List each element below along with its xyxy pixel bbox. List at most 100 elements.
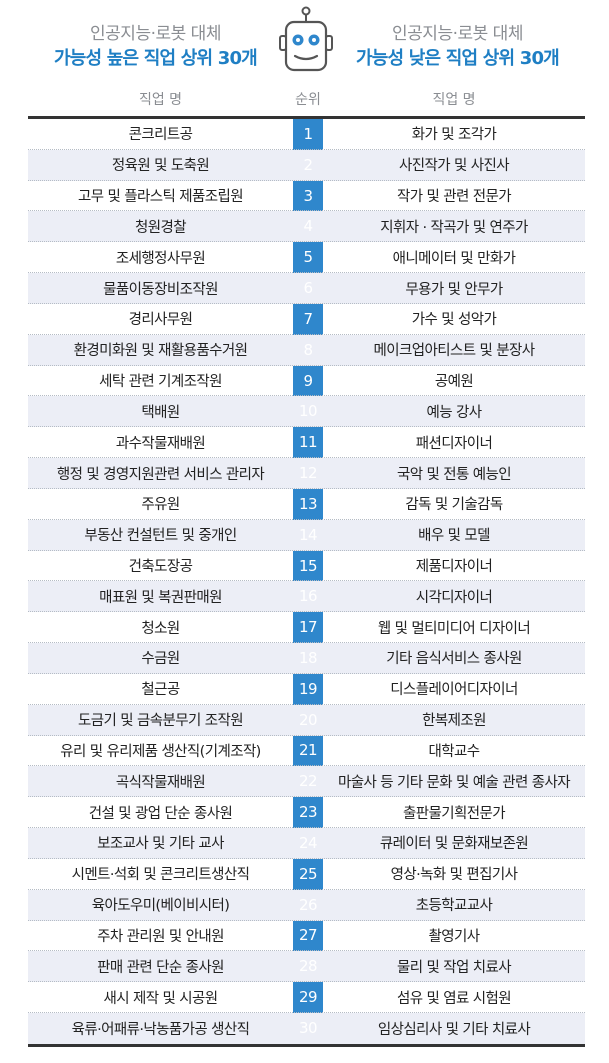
high-risk-job: 새시 제작 및 시공원 — [103, 990, 219, 1007]
high-risk-job: 청원경찰 — [135, 219, 187, 236]
high-risk-job: 행정 및 경영지원관련 서비스 관리자 — [56, 466, 265, 483]
table-row: 세탁 관련 기계조작원 9 공예원 — [28, 366, 585, 397]
table-row: 택배원 10 예능 강사 — [28, 396, 585, 428]
low-risk-job: 임상심리사 및 기타 치료사 — [377, 1021, 531, 1038]
high-risk-job: 곡식작물재배원 — [115, 774, 206, 791]
rank-number: 8 — [303, 340, 314, 359]
rank-number: 13 — [299, 494, 317, 513]
table-row: 건축도장공 15 제품디자이너 — [28, 551, 585, 582]
rank-number: 18 — [299, 648, 317, 667]
high-risk-job: 청소원 — [141, 620, 180, 637]
high-risk-title: 가능성 높은 직업 상위 30개 — [54, 48, 258, 69]
rank-number: 11 — [299, 433, 317, 452]
high-risk-job: 고무 및 플라스틱 제품조립원 — [78, 189, 244, 206]
rank-number: 12 — [299, 464, 317, 483]
high-risk-job: 환경미화원 및 재활용품수거원 — [73, 343, 248, 360]
high-risk-job: 과수작물재배원 — [115, 435, 206, 452]
table-row: 과수작물재배원 11 패션디자이너 — [28, 427, 585, 459]
rank-number: 17 — [299, 618, 317, 637]
high-risk-job: 경리사무원 — [128, 312, 193, 329]
low-risk-job: 무용가 및 안무가 — [405, 281, 503, 298]
low-risk-job: 웹 및 멀티미디어 디자이너 — [377, 620, 531, 637]
low-risk-job: 국악 및 전통 예능인 — [397, 466, 512, 483]
high-risk-job: 유리 및 유리제품 생산직(기계조작) — [60, 743, 261, 760]
high-risk-job: 부동산 컨설턴트 및 중개인 — [84, 528, 237, 545]
high-risk-job: 시멘트·석회 및 콘크리트생산직 — [71, 867, 250, 884]
high-risk-job: 주유원 — [141, 497, 180, 514]
high-risk-subtitle: 인공지능·로봇 대체 — [90, 24, 221, 44]
rank-number: 24 — [299, 833, 317, 852]
rank-column-header: 순위 — [295, 92, 321, 108]
high-risk-job: 택배원 — [141, 404, 180, 421]
low-risk-job: 지휘자 · 작곡가 및 연주가 — [380, 219, 528, 236]
table-row: 정육원 및 도축원 2 사진작가 및 사진사 — [28, 149, 585, 181]
high-risk-job: 육류·어패류·낙농품가공 생산직 — [71, 1021, 250, 1038]
low-risk-job: 가수 및 성악가 — [411, 312, 497, 329]
rank-number: 15 — [299, 556, 317, 575]
table-row: 곡식작물재배원 22 마술사 등 기타 문화 및 예술 관련 종사자 — [28, 766, 585, 798]
table-row: 경리사무원 7 가수 및 성악가 — [28, 304, 585, 335]
low-risk-job: 사진작가 및 사진사 — [399, 158, 510, 175]
low-risk-title: 가능성 낮은 직업 상위 30개 — [356, 48, 560, 69]
rank-number: 16 — [299, 587, 317, 606]
rank-number: 25 — [299, 864, 317, 883]
rank-number: 21 — [299, 741, 317, 760]
table-row: 판매 관련 단순 종사원 28 물리 및 작업 치료사 — [28, 951, 585, 983]
table-row: 새시 제작 및 시공원 29 섬유 및 염료 시험원 — [28, 982, 585, 1014]
low-risk-job: 제품디자이너 — [415, 559, 493, 575]
rank-number: 29 — [299, 988, 317, 1007]
table-row: 고무 및 플라스틱 제품조립원 3 작가 및 관련 전문가 — [28, 181, 585, 212]
table-row: 매표원 및 복권판매원 16 시각디자이너 — [28, 581, 585, 613]
low-risk-job: 한복제조원 — [422, 713, 486, 730]
rank-number: 14 — [299, 525, 317, 544]
low-risk-job: 애니메이터 및 만화가 — [392, 250, 516, 267]
low-risk-job: 패션디자이너 — [415, 435, 493, 452]
table-row: 주차 관리원 및 안내원 27 촬영기사 — [28, 921, 585, 952]
high-risk-job: 건설 및 광업 단순 종사원 — [88, 805, 233, 822]
high-risk-heading: 인공지능·로봇 대체 가능성 높은 직업 상위 30개 — [28, 22, 283, 72]
rank-number: 30 — [299, 1019, 317, 1038]
low-risk-job: 배우 및 모델 — [418, 528, 490, 545]
low-risk-job: 감독 및 기술감독 — [405, 497, 503, 514]
high-risk-job: 보조교사 및 기타 교사 — [97, 836, 224, 853]
high-risk-job: 철근공 — [141, 682, 180, 699]
low-risk-job: 촬영기사 — [428, 928, 481, 945]
low-risk-job: 물리 및 작업 치료사 — [397, 959, 512, 976]
high-risk-job: 건축도장공 — [128, 559, 193, 575]
table-row: 보조교사 및 기타 교사 24 큐레이터 및 문화재보존원 — [28, 828, 585, 859]
table-row: 조세행정사무원 5 애니메이터 및 만화가 — [28, 242, 585, 274]
table-row: 콘크리트공 1 화가 및 조각가 — [28, 119, 585, 150]
low-risk-job: 큐레이터 및 문화재보존원 — [379, 836, 529, 853]
rank-number: 7 — [303, 309, 314, 328]
high-risk-job: 도금기 및 금속분무기 조작원 — [78, 713, 244, 730]
table-row: 물품이동장비조작원 6 무용가 및 안무가 — [28, 273, 585, 304]
low-risk-job: 디스플레이어디자이너 — [390, 682, 518, 699]
table-row: 도금기 및 금속분무기 조작원 20 한복제조원 — [28, 704, 585, 736]
table-row: 유리 및 유리제품 생산직(기계조작) 21 대학교수 — [28, 736, 585, 767]
table-row: 육류·어패류·낙농품가공 생산직 30 임상심리사 및 기타 치료사 — [28, 1013, 585, 1044]
rank-number: 2 — [303, 155, 314, 174]
rank-number: 20 — [299, 710, 317, 729]
high-risk-job: 육아도우미(베이비시터) — [91, 898, 230, 915]
table-row: 주유원 13 감독 및 기술감독 — [28, 489, 585, 520]
rank-number: 3 — [303, 186, 314, 205]
table-row: 행정 및 경영지원관련 서비스 관리자 12 국악 및 전통 예능인 — [28, 458, 585, 489]
low-risk-job: 영상·녹화 및 편집기사 — [390, 867, 518, 884]
low-risk-job: 메이크업아티스트 및 분장사 — [373, 343, 536, 360]
rank-number: 1 — [303, 124, 314, 143]
table-row: 수금원 18 기타 음식서비스 종사원 — [28, 643, 585, 674]
jobs-table: 콘크리트공 1 화가 및 조각가 정육원 및 도축원 2 사진작가 및 사진사 고무 및 플… — [28, 119, 585, 1044]
low-risk-job: 공예원 — [434, 374, 474, 391]
high-risk-column-header: 직업 명 — [138, 92, 183, 108]
low-risk-job: 화가 및 조각가 — [411, 127, 497, 144]
low-risk-job: 예능 강사 — [426, 404, 483, 421]
table-row: 시멘트·석회 및 콘크리트생산직 25 영상·녹화 및 편집기사 — [28, 859, 585, 890]
low-risk-job: 기타 음식서비스 종사원 — [386, 651, 522, 668]
low-risk-job: 작가 및 관련 전문가 — [397, 189, 512, 206]
table-row: 육아도우미(베이비시터) 26 초등학교교사 — [28, 889, 585, 921]
page-header: 인공지능·로봇 대체 가능성 높은 직업 상위 30개 인공지능·로봇 대체 가… — [0, 0, 609, 82]
low-risk-subtitle: 인공지능·로봇 대체 — [392, 24, 523, 44]
high-risk-job: 정육원 및 도축원 — [111, 158, 210, 175]
rank-number: 28 — [299, 957, 317, 976]
high-risk-job: 주차 관리원 및 안내원 — [97, 928, 224, 945]
